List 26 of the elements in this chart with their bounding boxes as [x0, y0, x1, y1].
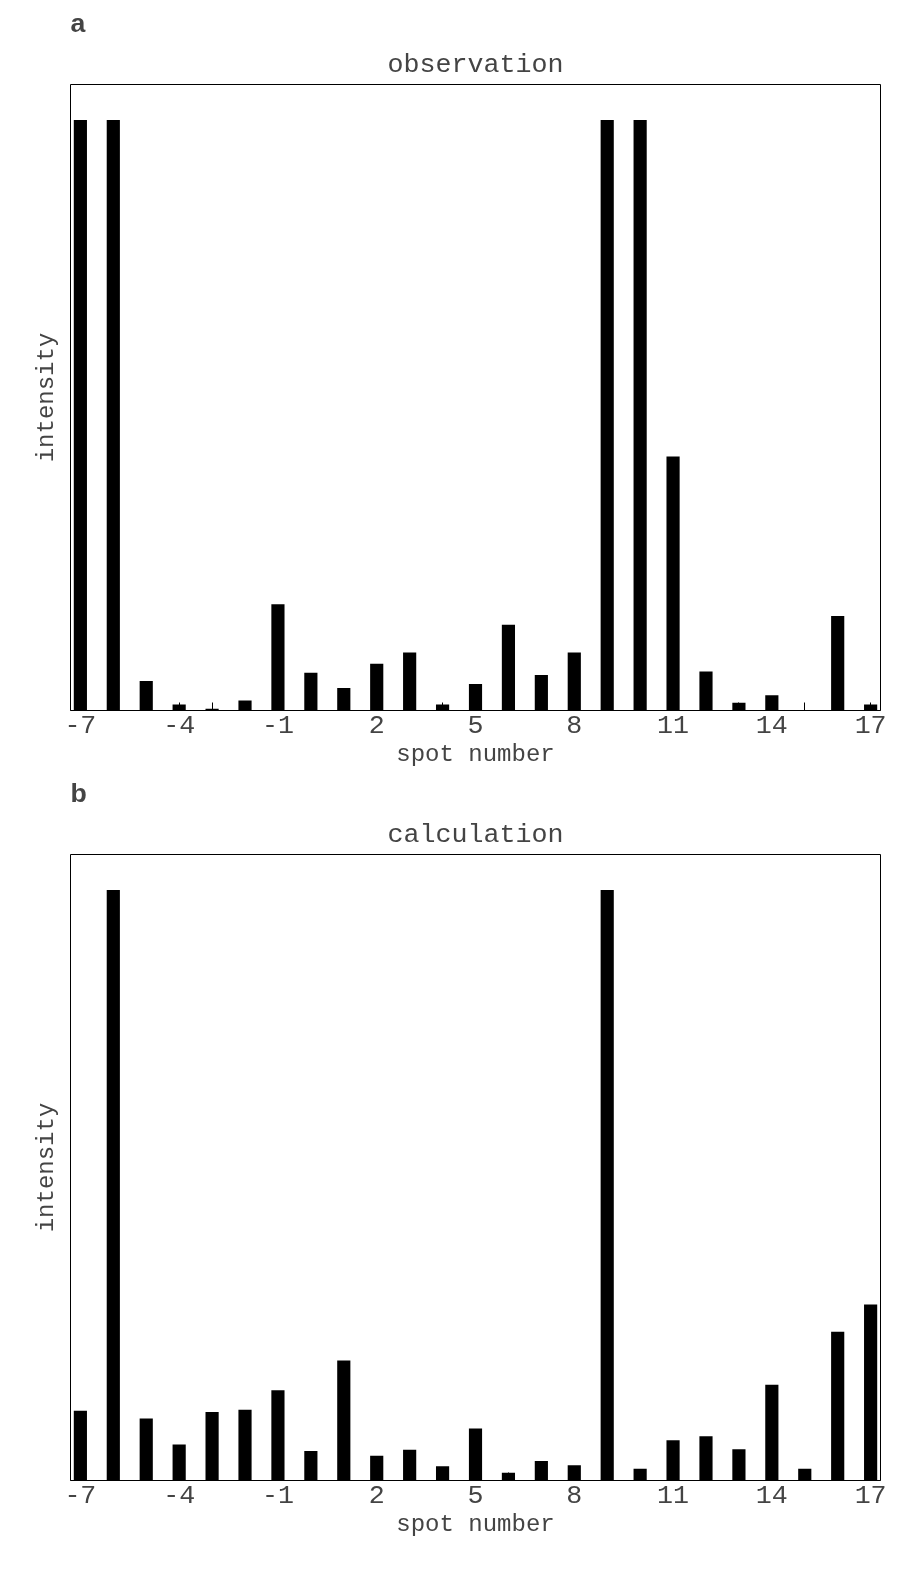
- x-tick-label: 14: [755, 1480, 788, 1511]
- x-tick-label: 8: [566, 710, 583, 741]
- x-axis-title: spot number: [396, 740, 555, 768]
- x-tick-label: 2: [368, 1480, 385, 1511]
- chart-title: calculation: [387, 819, 564, 850]
- x-tick-label: 17: [854, 1480, 887, 1511]
- x-tick-label: -7: [64, 710, 97, 741]
- x-tick-label: -4: [163, 710, 196, 741]
- x-tick-label: 11: [657, 710, 690, 741]
- x-tick-label: -1: [261, 1480, 294, 1511]
- x-tick-label: 5: [467, 1480, 484, 1511]
- x-tick-label: -1: [261, 710, 294, 741]
- x-tick-label: 5: [467, 710, 484, 741]
- y-axis-title: intensity: [32, 1102, 60, 1233]
- x-tick-label: 2: [368, 710, 385, 741]
- chart-title: observation: [387, 49, 564, 80]
- x-tick-label: -4: [163, 1480, 196, 1511]
- x-tick-label: -7: [64, 1480, 97, 1511]
- x-tick-label: 11: [657, 1480, 690, 1511]
- x-tick-label: 14: [755, 710, 788, 741]
- x-axis-title: spot number: [396, 1510, 555, 1538]
- y-axis-title: intensity: [32, 332, 60, 463]
- text: a: [70, 7, 86, 38]
- x-tick-label: 8: [566, 1480, 583, 1511]
- text: b: [70, 777, 87, 808]
- x-tick-label: 17: [854, 710, 887, 741]
